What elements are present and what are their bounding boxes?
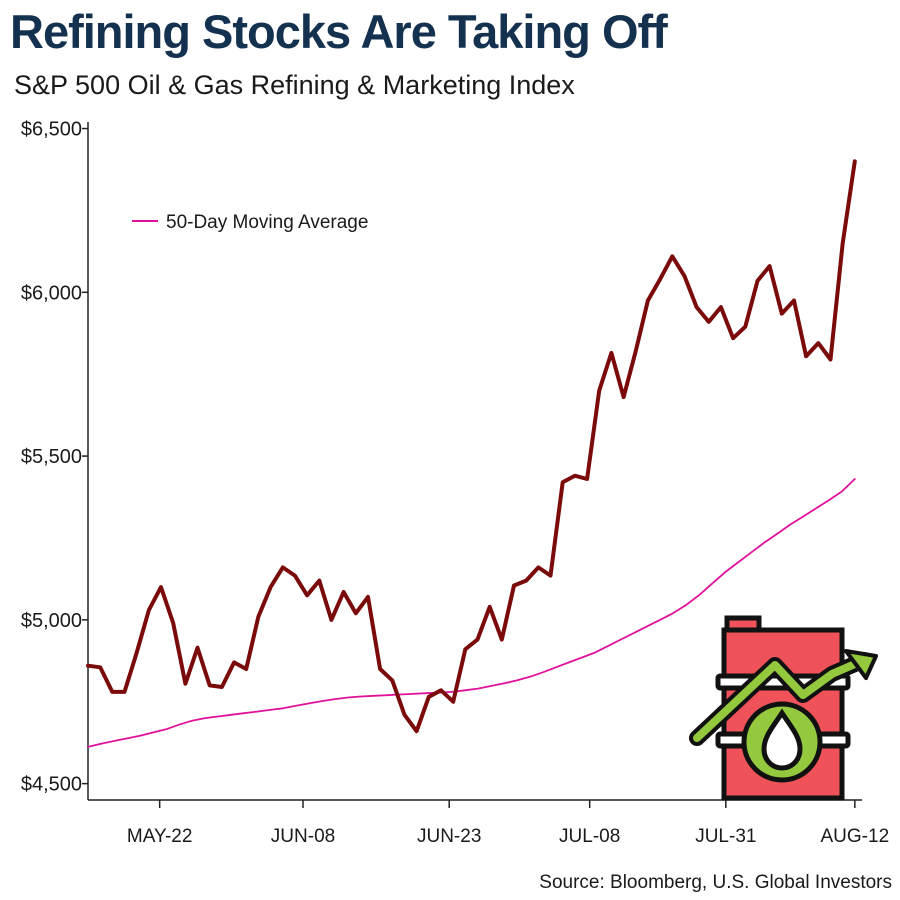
x-tick-label: AUG-12 [821, 826, 890, 847]
x-tick-label: MAY-22 [127, 826, 192, 847]
rising-arrow-fill [693, 656, 868, 742]
oil-drop-icon [761, 708, 803, 771]
y-tick-label: $5,000 [21, 610, 82, 632]
oil-barrel-rising-arrow-icon [689, 615, 878, 801]
x-tick-label: JUN-08 [271, 826, 335, 847]
y-tick-label: $6,000 [21, 282, 82, 304]
chart-subtitle: S&P 500 Oil & Gas Refining & Marketing I… [14, 70, 575, 100]
x-tick-label: JUL-31 [695, 826, 756, 847]
source-note: Source: Bloomberg, U.S. Global Investors [539, 872, 892, 893]
y-ticks: $4,500 $5,000 $5,500 $6,000 $6,500 [21, 119, 88, 796]
chart-title: Refining Stocks Are Taking Off [10, 5, 668, 58]
y-tick-label: $5,500 [21, 446, 82, 468]
y-tick-label: $6,500 [21, 119, 82, 141]
series-layer [86, 159, 857, 748]
legend: 50-Day Moving Average [132, 212, 368, 233]
legend-label-moving-average: 50-Day Moving Average [166, 212, 368, 233]
x-ticks: MAY-22 JUN-08 JUN-23 JUL-08 JUL-31 AUG-12 [127, 800, 889, 847]
y-tick-label: $4,500 [21, 774, 82, 796]
x-tick-label: JUL-08 [559, 826, 620, 847]
series-line-index [86, 159, 857, 734]
arrow-head [844, 649, 878, 680]
x-tick-label: JUN-23 [417, 826, 481, 847]
series-line-moving-average [87, 478, 856, 748]
